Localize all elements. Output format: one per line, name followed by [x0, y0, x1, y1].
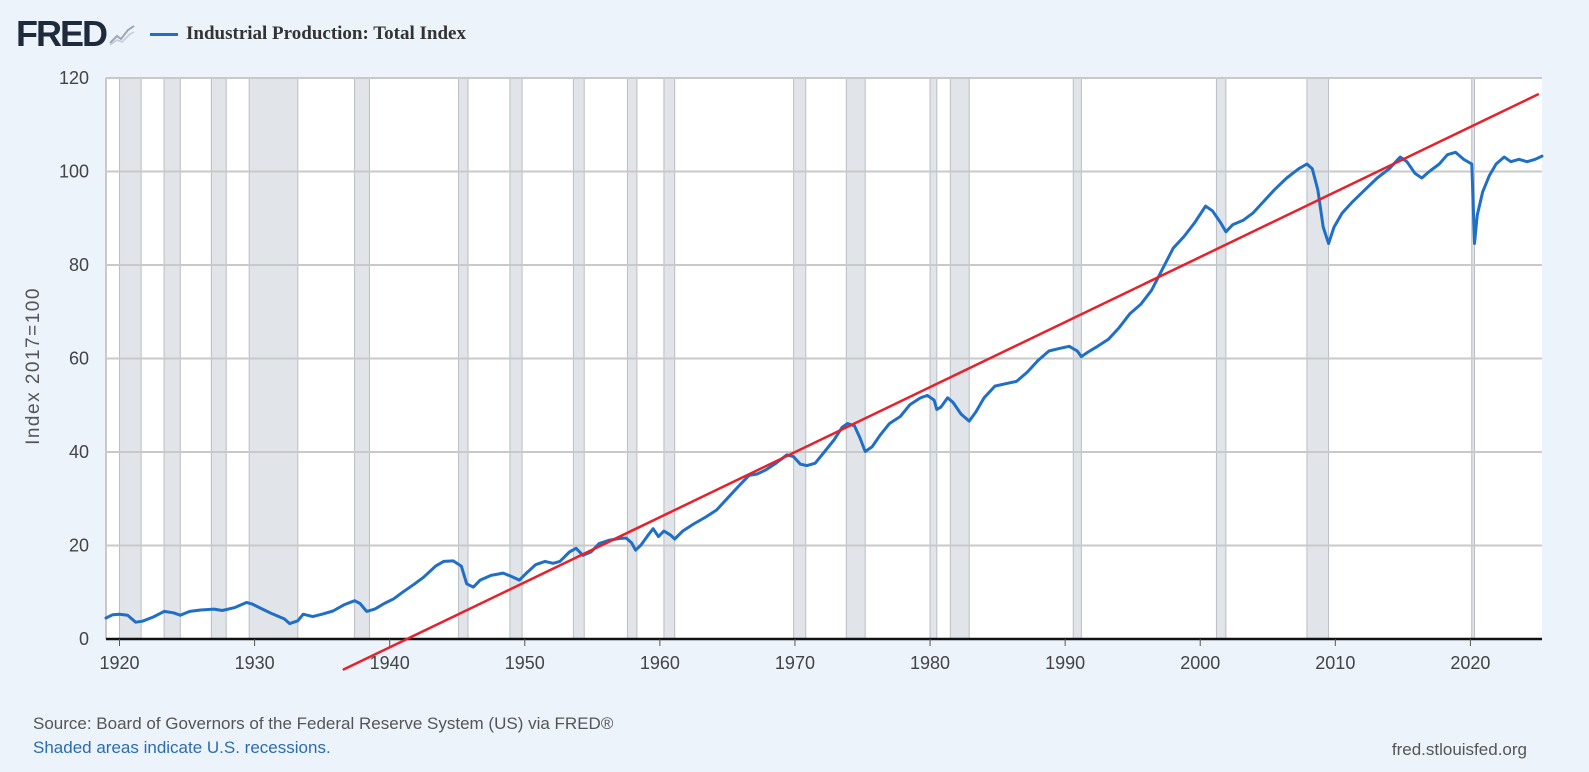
- y-tick-label: 40: [69, 442, 89, 462]
- legend: Industrial Production: Total Index: [150, 23, 466, 45]
- legend-swatch: [150, 32, 178, 36]
- y-tick-label: 0: [79, 629, 89, 649]
- x-tick-label: 1960: [640, 653, 680, 673]
- x-tick-label: 2010: [1315, 653, 1355, 673]
- series-layer: [104, 93, 1544, 671]
- recession-note: Shaded areas indicate U.S. recessions.: [33, 738, 331, 757]
- chart-svg: 0 20 40 60 80 100 120 1920 1930 1940 1950 1960 1970 1…: [59, 68, 1544, 673]
- x-tick-label: 2020: [1450, 653, 1490, 673]
- y-tick-label: 60: [69, 349, 89, 369]
- y-tick-label: 120: [59, 68, 89, 88]
- y-tick-label: 80: [69, 255, 89, 275]
- legend-label: Industrial Production: Total Index: [186, 23, 466, 44]
- x-tick-label: 1930: [235, 653, 275, 673]
- x-tick-label: 1980: [910, 653, 950, 673]
- x-tick-label: 1920: [99, 653, 139, 673]
- trend-line-annotation: [342, 93, 1540, 671]
- series-line-industrial-production: [104, 150, 1544, 626]
- x-tick-label: 1970: [775, 653, 815, 673]
- y-tick-label: 20: [69, 536, 89, 556]
- x-tick-label: 1950: [505, 653, 545, 673]
- x-tick-label: 2000: [1180, 653, 1220, 673]
- y-tick-label: 100: [59, 162, 89, 182]
- line-chart-icon: [109, 25, 135, 46]
- fred-logo[interactable]: FRED: [16, 13, 108, 54]
- source-note: Source: Board of Governors of the Federa…: [33, 714, 614, 733]
- axes: 0 20 40 60 80 100 120 1920 1930 1940 1950 1960 1970 1…: [59, 68, 1542, 673]
- chart-header: FRED Industrial Production: Total Index: [16, 12, 466, 56]
- fred-url-link[interactable]: fred.stlouisfed.org: [1391, 740, 1527, 759]
- x-tick-label: 1940: [370, 653, 410, 673]
- x-tick-label: 1990: [1045, 653, 1085, 673]
